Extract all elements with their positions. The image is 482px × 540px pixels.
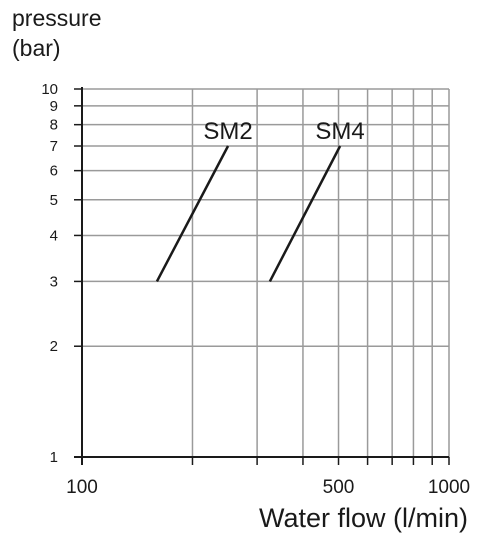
y-tick-label: 6 bbox=[50, 163, 58, 180]
y-tick-label: 9 bbox=[50, 98, 58, 115]
y-tick-label: 3 bbox=[50, 273, 58, 290]
y-axis-label-line1: pressure bbox=[12, 5, 102, 31]
x-tick-label: 500 bbox=[323, 477, 355, 498]
y-axis-label-line2: (bar) bbox=[12, 35, 61, 61]
y-tick-label: 8 bbox=[50, 117, 58, 134]
y-tick-label: 4 bbox=[50, 227, 58, 244]
x-tick-label: 100 bbox=[66, 477, 98, 498]
x-axis-label: Water flow (l/min) bbox=[258, 503, 468, 533]
y-tick-label: 10 bbox=[41, 81, 58, 98]
series-line bbox=[268, 145, 342, 282]
x-tick-label: 1000 bbox=[428, 477, 470, 498]
series-label: SM4 bbox=[315, 118, 364, 145]
y-tick-label: 7 bbox=[50, 138, 58, 155]
y-tick-label: 2 bbox=[50, 338, 58, 355]
y-tick-label: 5 bbox=[50, 192, 58, 209]
series-line bbox=[155, 145, 230, 283]
series-label: SM2 bbox=[203, 118, 252, 145]
y-tick-label: 1 bbox=[50, 449, 58, 466]
